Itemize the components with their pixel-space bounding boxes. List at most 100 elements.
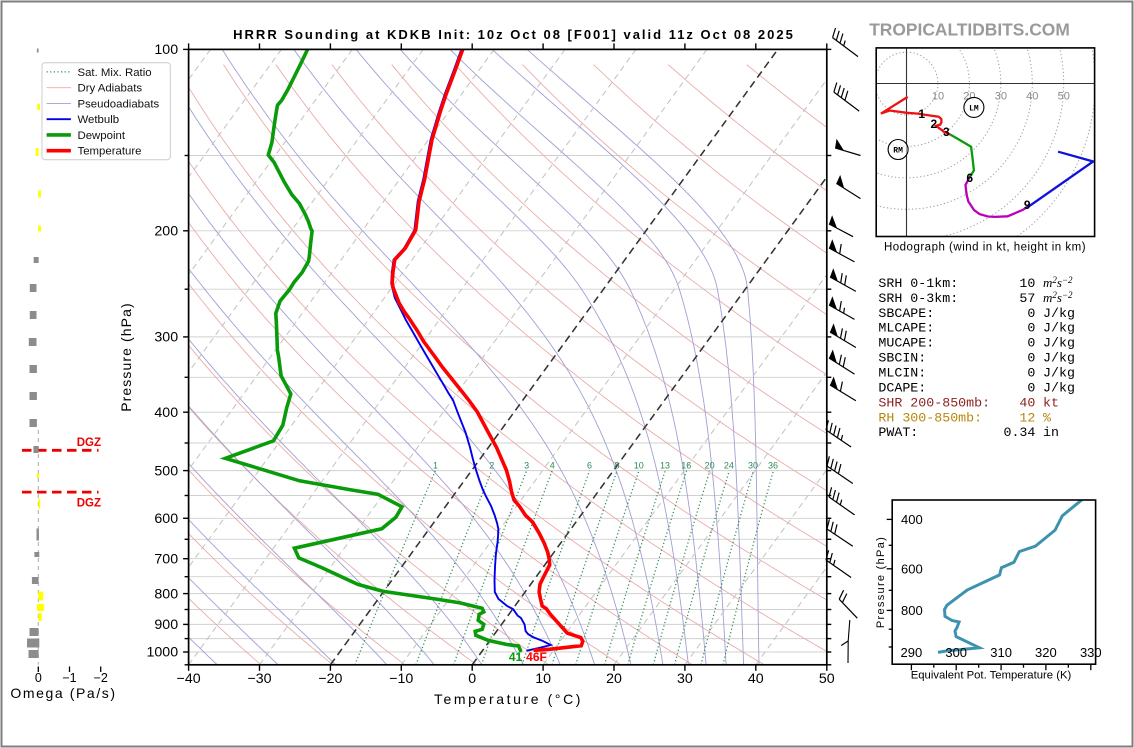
svg-text:SBCIN:: SBCIN:	[878, 351, 926, 366]
svg-text:6: 6	[587, 461, 592, 471]
svg-text:46F: 46F	[526, 650, 547, 664]
svg-text:400: 400	[901, 512, 923, 527]
svg-text:Pressure (hPa): Pressure (hPa)	[118, 302, 134, 412]
svg-text:−2: −2	[94, 671, 108, 685]
svg-text:DGZ: DGZ	[77, 497, 101, 509]
svg-text:6: 6	[966, 171, 973, 185]
svg-text:3: 3	[524, 461, 529, 471]
svg-text:Hodograph (wind in kt, height: Hodograph (wind in kt, height in km)	[884, 242, 1086, 254]
svg-text:MLCAPE:: MLCAPE:	[878, 321, 934, 336]
svg-text:2: 2	[489, 461, 494, 471]
svg-text:J/kg: J/kg	[1043, 336, 1075, 351]
svg-text:−30: −30	[247, 671, 271, 687]
svg-text:300: 300	[154, 330, 178, 346]
svg-text:J/kg: J/kg	[1043, 321, 1075, 336]
svg-text:300: 300	[945, 645, 967, 660]
svg-text:J/kg: J/kg	[1043, 351, 1075, 366]
svg-text:Sat. Mix. Ratio: Sat. Mix. Ratio	[78, 67, 152, 79]
svg-text:0: 0	[468, 671, 476, 687]
svg-text:−10: −10	[389, 671, 413, 687]
svg-text:20: 20	[606, 671, 622, 687]
svg-text:J/kg: J/kg	[1043, 306, 1075, 321]
svg-text:0: 0	[1027, 366, 1035, 381]
svg-text:800: 800	[901, 603, 923, 618]
svg-text:0: 0	[1027, 351, 1035, 366]
svg-text:12: 12	[1019, 410, 1035, 425]
svg-text:DGZ: DGZ	[77, 437, 101, 449]
svg-text:400: 400	[154, 405, 178, 421]
svg-text:Equivalent Pot. Temperature (K: Equivalent Pot. Temperature (K)	[911, 669, 1072, 681]
svg-text:J/kg: J/kg	[1043, 366, 1075, 381]
svg-text:0.34: 0.34	[1003, 425, 1035, 440]
svg-text:0: 0	[1027, 321, 1035, 336]
svg-text:−20: −20	[318, 671, 342, 687]
svg-text:MUCAPE:: MUCAPE:	[878, 336, 934, 351]
svg-text:36: 36	[768, 461, 778, 471]
svg-text:kt: kt	[1043, 395, 1059, 410]
svg-text:TROPICALTIDBITS.COM: TROPICALTIDBITS.COM	[869, 19, 1070, 39]
svg-text:900: 900	[154, 617, 178, 633]
svg-text:PWAT:: PWAT:	[878, 425, 918, 440]
svg-text:MLCIN:: MLCIN:	[878, 366, 926, 381]
svg-text:0: 0	[1027, 336, 1035, 351]
svg-text:RH 300-850mb:: RH 300-850mb:	[878, 410, 982, 425]
svg-text:30: 30	[748, 461, 758, 471]
svg-text:SHR 200-850mb:: SHR 200-850mb:	[878, 395, 990, 410]
svg-text:10: 10	[1019, 276, 1035, 291]
svg-text:600: 600	[901, 562, 923, 577]
svg-text:J/kg: J/kg	[1043, 380, 1075, 395]
svg-text:HRRR Sounding at KDKB Init: 10: HRRR Sounding at KDKB Init: 10z Oct 08 […	[233, 27, 795, 42]
svg-text:800: 800	[154, 586, 178, 602]
svg-text:−40: −40	[177, 671, 201, 687]
svg-text:Wetbulb: Wetbulb	[78, 114, 120, 126]
svg-text:Dewpoint: Dewpoint	[78, 130, 126, 142]
svg-text:0: 0	[1027, 380, 1035, 395]
svg-text:RM: RM	[893, 147, 903, 156]
svg-text:4: 4	[550, 461, 555, 471]
svg-text:1: 1	[918, 107, 925, 121]
svg-text:in: in	[1043, 425, 1059, 440]
svg-text:3: 3	[943, 125, 950, 139]
svg-text:40: 40	[1026, 91, 1038, 103]
svg-text:600: 600	[154, 511, 178, 527]
svg-text:9: 9	[1024, 198, 1031, 212]
svg-text:−1: −1	[62, 671, 76, 685]
svg-text:13: 13	[660, 461, 670, 471]
svg-text:1000: 1000	[147, 645, 179, 661]
svg-text:100: 100	[154, 42, 178, 58]
svg-text:0: 0	[1027, 306, 1035, 321]
svg-text:10: 10	[634, 461, 644, 471]
svg-text:500: 500	[154, 463, 178, 479]
svg-text:8: 8	[614, 461, 619, 471]
svg-text:700: 700	[154, 551, 178, 567]
svg-text:SRH 0-1km:: SRH 0-1km:	[878, 276, 958, 291]
svg-text:10: 10	[932, 91, 944, 103]
svg-text:320: 320	[1035, 645, 1057, 660]
svg-text:2: 2	[931, 117, 938, 131]
svg-text:DCAPE:: DCAPE:	[878, 380, 926, 395]
svg-text:40: 40	[748, 671, 764, 687]
svg-text:Pseudoadiabats: Pseudoadiabats	[78, 98, 160, 110]
svg-text:50: 50	[819, 671, 835, 687]
svg-text:310: 310	[990, 645, 1012, 660]
svg-text:1: 1	[433, 461, 438, 471]
svg-text:Dry Adiabats: Dry Adiabats	[78, 83, 143, 95]
svg-text:Temperature: Temperature	[78, 146, 142, 158]
svg-text:Pressure (hPa): Pressure (hPa)	[875, 536, 887, 628]
svg-text:330: 330	[1080, 645, 1102, 660]
svg-text:SRH 0-3km:: SRH 0-3km:	[878, 291, 958, 306]
svg-text:0: 0	[35, 671, 42, 685]
svg-text:20: 20	[705, 461, 715, 471]
svg-text:41: 41	[509, 650, 523, 664]
svg-text:40: 40	[1019, 395, 1035, 410]
svg-text:290: 290	[901, 645, 923, 660]
svg-text:200: 200	[154, 224, 178, 240]
svg-text:Omega (Pa/s): Omega (Pa/s)	[10, 685, 116, 701]
svg-text:16: 16	[681, 461, 691, 471]
svg-text:30: 30	[677, 671, 693, 687]
svg-text:%: %	[1043, 410, 1051, 425]
svg-text:LM: LM	[969, 105, 979, 114]
svg-text:50: 50	[1058, 91, 1070, 103]
svg-text:SBCAPE:: SBCAPE:	[878, 306, 934, 321]
svg-text:24: 24	[724, 461, 734, 471]
